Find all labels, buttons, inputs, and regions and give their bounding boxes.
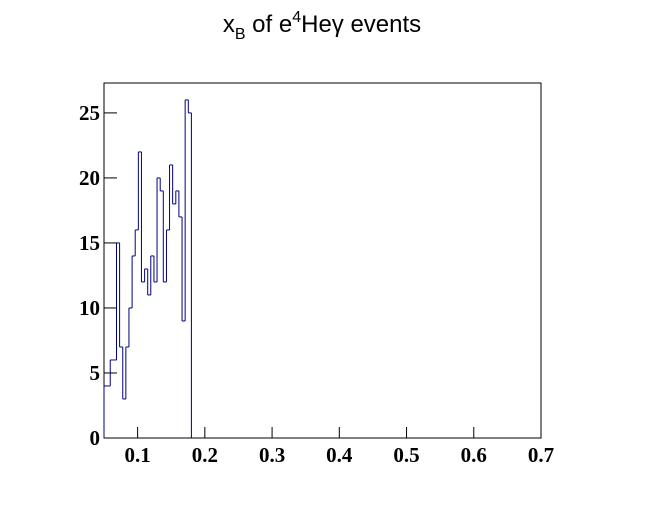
y-tick-label: 25 [79,101,100,125]
x-tick-label: 0.3 [259,443,285,467]
y-tick-label: 15 [79,231,100,255]
y-tick-label: 5 [90,361,101,385]
title-part: x [223,11,235,38]
x-tick-label: 0.1 [124,443,150,467]
y-tick-label: 20 [79,166,100,190]
x-tick-label: 0.6 [461,443,487,467]
title-part: of e [246,11,293,38]
y-tick-label: 10 [79,296,100,320]
x-tick-label: 0.5 [393,443,419,467]
x-tick-label: 0.4 [326,443,353,467]
title-subscript: B [235,26,246,43]
x-tick-label: 0.7 [528,443,554,467]
chart-title: xB of e4Heγ events [223,9,421,43]
title-part: Heγ events [301,11,421,38]
title-superscript: 4 [292,9,301,26]
x-tick-label: 0.2 [192,443,218,467]
frame [103,82,542,439]
y-tick-label: 0 [90,426,101,450]
